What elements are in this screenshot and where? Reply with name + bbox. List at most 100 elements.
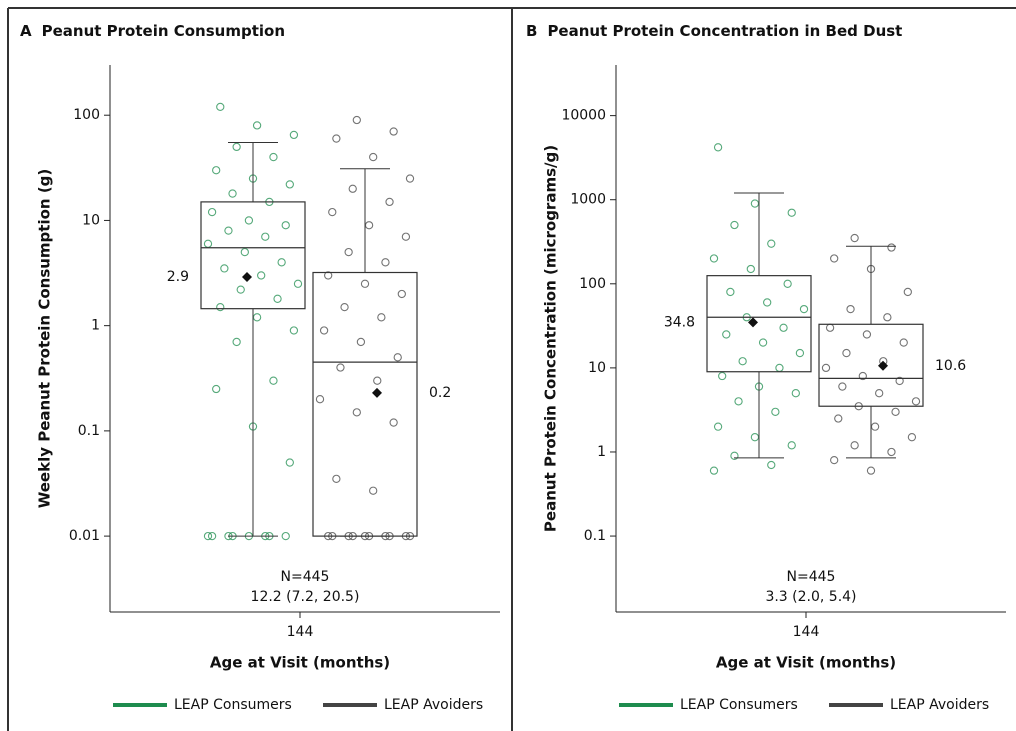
data-point <box>228 189 237 198</box>
data-point <box>203 239 213 248</box>
box <box>706 275 812 373</box>
data-point <box>232 337 241 347</box>
data-point <box>389 418 398 427</box>
data-point <box>895 376 904 386</box>
data-point <box>862 330 872 339</box>
data-point <box>767 460 776 470</box>
data-point <box>324 271 333 280</box>
data-point <box>787 441 796 450</box>
mean-marker <box>748 317 758 328</box>
legend-label: LEAP Consumers <box>174 697 292 713</box>
data-point <box>783 279 792 288</box>
data-point <box>236 285 245 294</box>
data-point <box>799 304 809 314</box>
data-point <box>875 389 884 398</box>
data-point <box>385 197 394 207</box>
panel-letter: A <box>20 22 32 40</box>
data-point <box>377 313 386 322</box>
data-point <box>373 376 382 385</box>
data-point <box>850 441 859 450</box>
data-point <box>356 337 366 347</box>
data-point <box>252 313 262 322</box>
panel-letter: B <box>526 22 537 40</box>
data-point <box>866 466 876 475</box>
mean-marker <box>372 387 382 398</box>
y-tick-label: 10000 <box>561 108 606 124</box>
mean-label: 0.2 <box>429 385 451 401</box>
y-tick-label: 100 <box>73 107 100 123</box>
data-point <box>269 152 278 162</box>
data-point <box>903 287 912 297</box>
data-point <box>771 407 780 417</box>
data-point <box>401 232 411 241</box>
x-tick-label: 144 <box>793 624 820 640</box>
data-point <box>381 258 390 267</box>
x-axis-label: Age at Visit (months) <box>210 654 390 672</box>
data-point <box>911 397 921 406</box>
data-point <box>285 180 294 189</box>
data-point <box>825 323 835 332</box>
mean-label: 34.8 <box>664 314 695 330</box>
annotation: N=445 <box>787 569 836 585</box>
data-point <box>340 302 349 312</box>
data-point <box>203 531 213 541</box>
data-point <box>870 422 880 431</box>
data-point <box>718 371 727 381</box>
data-point <box>830 254 839 263</box>
data-point <box>907 433 917 442</box>
data-point <box>216 102 225 112</box>
data-point <box>289 326 299 335</box>
data-point <box>713 422 723 431</box>
data-point <box>795 348 805 358</box>
data-point <box>344 247 353 257</box>
y-tick-label: 1 <box>91 318 100 334</box>
data-point <box>891 407 900 417</box>
data-point <box>277 258 286 267</box>
data-point <box>730 220 739 230</box>
data-point <box>842 348 851 358</box>
data-point <box>252 121 262 130</box>
data-point <box>273 294 282 303</box>
data-point <box>734 397 743 406</box>
y-axis-label: Peanut Protein Concentration (micrograms… <box>542 145 560 532</box>
data-point <box>257 271 266 280</box>
data-point <box>212 384 221 394</box>
y-tick-label: 1000 <box>570 192 606 208</box>
data-point <box>220 264 229 273</box>
data-point <box>319 326 329 335</box>
legend-label: LEAP Avoiders <box>384 697 483 713</box>
data-point <box>364 221 374 230</box>
data-point <box>224 226 233 235</box>
data-point <box>850 233 859 243</box>
annotation: 12.2 (7.2, 20.5) <box>251 589 360 605</box>
y-tick-label: 0.1 <box>584 528 606 544</box>
data-point <box>332 134 341 143</box>
box <box>818 323 924 407</box>
mean-label: 10.6 <box>935 358 966 374</box>
data-point <box>791 389 800 398</box>
data-point <box>393 353 402 362</box>
data-point <box>289 130 299 140</box>
data-point <box>293 279 303 288</box>
data-point <box>726 287 735 297</box>
data-point <box>405 174 415 183</box>
data-point <box>738 357 747 366</box>
data-point <box>261 232 270 241</box>
y-axis-label: Weekly Peanut Protein Consumption (g) <box>36 169 54 509</box>
panel-title: B Peanut Protein Concentration in Bed Dus… <box>526 22 902 40</box>
data-point <box>846 304 855 314</box>
data-point <box>244 216 254 225</box>
data-point <box>787 208 796 217</box>
data-point <box>779 323 788 332</box>
data-point <box>899 338 908 347</box>
data-point <box>360 279 370 288</box>
y-tick-label: 10 <box>82 212 100 228</box>
legend-label: LEAP Consumers <box>680 697 798 713</box>
data-point <box>240 247 249 257</box>
data-point <box>369 152 378 162</box>
data-point <box>232 142 241 152</box>
data-point <box>709 254 719 263</box>
data-point <box>281 221 290 230</box>
data-point <box>709 466 719 475</box>
